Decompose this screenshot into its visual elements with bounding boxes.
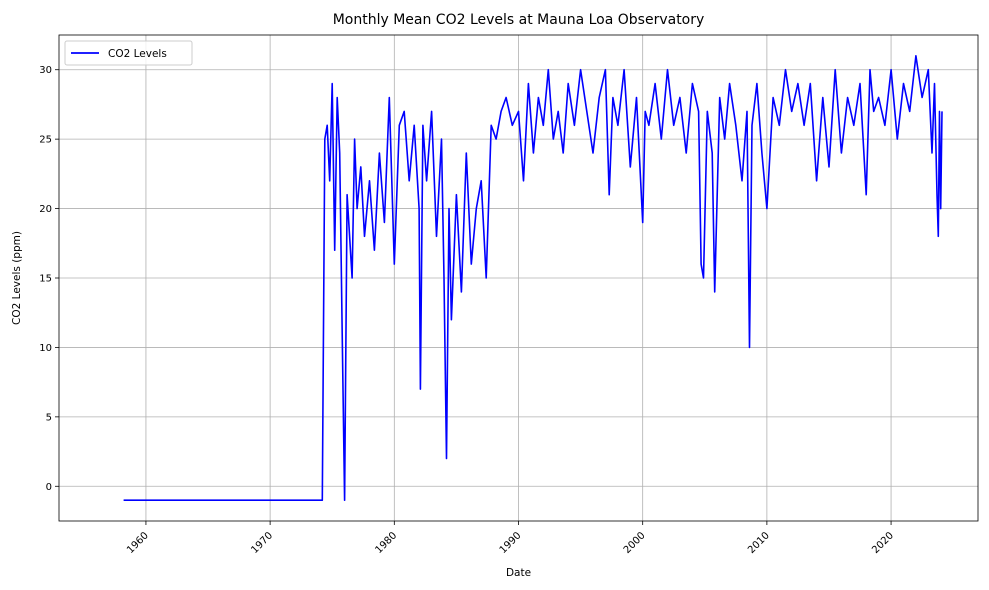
y-tick-label: 0	[46, 482, 52, 493]
legend-box	[64, 40, 193, 66]
y-tick-label: 10	[39, 343, 52, 354]
grid	[59, 35, 978, 521]
y-tick-label: 5	[46, 412, 52, 423]
y-tick-label: 20	[39, 204, 52, 215]
legend-label: CO2 Levels	[108, 48, 167, 60]
series-line-co2-levels	[123, 54, 943, 502]
y-axis-title: CO2 Levels (ppm)	[11, 231, 23, 325]
legend: CO2 Levels	[64, 40, 193, 66]
y-axis: 0 5 10 15 20 25 30	[39, 65, 59, 493]
y-tick-label: 15	[39, 274, 52, 285]
y-tick-label: 25	[39, 135, 52, 146]
y-tick-label: 30	[39, 65, 52, 76]
x-axis-title: Date	[506, 567, 531, 579]
chart-title: Monthly Mean CO2 Levels at Mauna Loa Obs…	[333, 12, 705, 28]
series-layer	[123, 54, 943, 502]
